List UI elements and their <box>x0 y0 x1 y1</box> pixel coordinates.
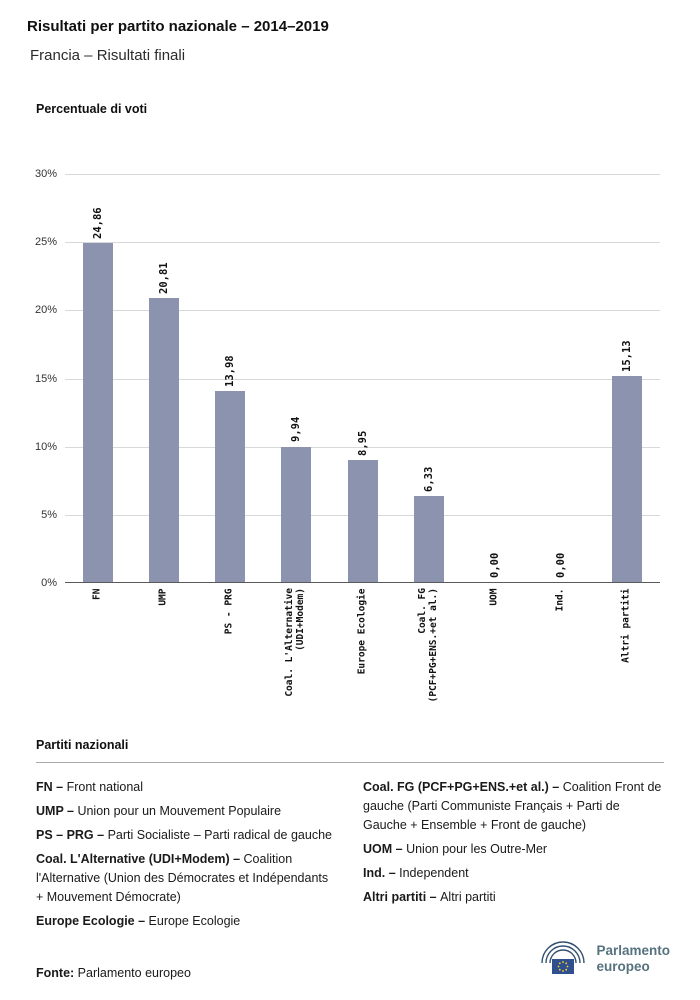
legend-item: UOM – Union pour les Outre-Mer <box>363 840 664 859</box>
legend-item: Europe Ecologie – Europe Ecologie <box>36 912 337 931</box>
bar-value-label: 6,33 <box>422 466 435 492</box>
x-axis-category-label: Altri partiti <box>620 588 632 663</box>
eu-flag <box>552 959 575 974</box>
legend-item: PS – PRG – Parti Socialiste – Parti radi… <box>36 826 337 845</box>
y-axis-tick-label: 5% <box>41 508 57 521</box>
legend-item: FN – Front national <box>36 778 337 797</box>
legend-item: Coal. L'Alternative (UDI+Modem) – Coalit… <box>36 850 337 907</box>
y-axis-tick-label: 25% <box>34 236 57 249</box>
legend-title: Partiti nazionali <box>36 738 664 763</box>
y-axis-tick-label: 10% <box>34 440 57 453</box>
legend-item-description: Front national <box>66 780 143 794</box>
bar-value-label: 15,13 <box>620 340 633 372</box>
x-axis-category-label: UMP <box>157 588 169 606</box>
bar-chart-plot-area: 0% 5% 10% 15% 20% 25% 30% 24,86 FN 20,81 UMP 13,98 P… <box>35 168 660 702</box>
bar-value-label: 0,00 <box>554 552 567 578</box>
bar-value-label: 13,98 <box>224 355 237 388</box>
legend-item-description: Union pour les Outre-Mer <box>406 842 548 856</box>
bar <box>281 446 312 582</box>
bar <box>413 495 444 582</box>
legend-item-abbreviation: Coal. L'Alternative (UDI+Modem) – <box>36 852 244 866</box>
bar <box>611 375 642 582</box>
bar <box>83 243 114 582</box>
gridline <box>65 242 660 244</box>
legend-item-description: Coalition l'Alternative (Union des Démoc… <box>36 852 329 904</box>
legend-column-left: FN – Front national UMP – Union pour un M… <box>36 778 337 936</box>
legend-item-description: Coalition Front de gauche (Parti Communi… <box>363 780 662 832</box>
x-axis-category-label: Coal. FG (PCF+PG+ENS.+et al.) <box>416 588 439 703</box>
legend-item: UMP – Union pour un Mouvement Populaire <box>36 802 337 821</box>
legend-item-abbreviation: UMP – <box>36 804 78 818</box>
ep-hemicycle-icon <box>541 941 586 974</box>
bar <box>149 298 180 582</box>
legend-item-description: Independent <box>399 866 469 880</box>
y-axis-tick-label: 30% <box>34 168 57 180</box>
y-axis-tick-label: 15% <box>34 372 57 385</box>
x-axis-category-label: Ind. <box>554 588 566 611</box>
source-text: Parlamento europeo <box>77 966 191 980</box>
y-axis-tick-label: 0% <box>41 577 57 589</box>
page-subtitle: Francia – Risultati finali <box>30 47 186 64</box>
bar-value-label: 8,95 <box>356 430 369 456</box>
page-title: Risultati per partito nazionale – 2014–2… <box>27 18 329 35</box>
legend-item-abbreviation: Europe Ecologie – <box>36 914 149 928</box>
bar-value-label: 24,86 <box>92 207 105 240</box>
legend-item: Altri partiti – Altri partiti <box>363 888 664 907</box>
source-note: Fonte: Parlamento europeo <box>36 966 191 980</box>
x-axis-category-label: Europe Ecologie <box>356 588 367 674</box>
legend-item-description: Union pour un Mouvement Populaire <box>77 804 282 818</box>
ep-logo-wordmark: Parlamento europeo <box>596 943 670 975</box>
x-axis-category-label: UOM <box>488 588 500 606</box>
bar <box>215 391 246 582</box>
x-axis-category-label: FN <box>91 588 103 600</box>
bar <box>347 459 378 582</box>
ep-logo-line2: europeo <box>596 959 650 974</box>
x-axis-category-label: PS - PRG <box>223 588 235 634</box>
legend-item-abbreviation: Coal. FG (PCF+PG+ENS.+et al.) – <box>363 780 563 794</box>
bar-value-label: 20,81 <box>158 262 171 295</box>
legend-item: Ind. – Independent <box>363 864 664 883</box>
legend-item-abbreviation: Ind. – <box>363 866 400 880</box>
gridline <box>65 446 660 448</box>
legend-item-abbreviation: PS – PRG – <box>36 828 108 842</box>
legend-item-abbreviation: FN – <box>36 780 67 794</box>
legend-item-description: Altri partiti <box>440 890 496 904</box>
gridline <box>65 174 660 175</box>
source-label: Fonte: <box>36 966 75 980</box>
y-axis-tick-label: 20% <box>34 304 57 317</box>
legend-column-right: Coal. FG (PCF+PG+ENS.+et al.) – Coalitio… <box>363 778 664 936</box>
european-parliament-logo: Parlamento europeo <box>539 936 670 982</box>
legend-item-abbreviation: Altri partiti – <box>363 890 441 904</box>
x-axis-category-label: Coal. L'Alternative (UDI+Modem) <box>284 588 307 697</box>
ep-logo-line1: Parlamento <box>596 943 670 959</box>
legend-item: Coal. FG (PCF+PG+ENS.+et al.) – Coalitio… <box>363 778 664 835</box>
legend-item-description: Parti Socialiste – Parti radical de gauc… <box>107 828 332 842</box>
gridline <box>65 310 660 312</box>
legend-item-abbreviation: UOM – <box>363 842 407 856</box>
bar-value-label: 9,94 <box>290 417 303 443</box>
gridline <box>65 378 660 380</box>
legend-item-description: Europe Ecologie <box>148 914 241 928</box>
legend-columns: FN – Front national UMP – Union pour un M… <box>36 778 664 936</box>
y-axis-title: Percentuale di voti <box>36 102 148 116</box>
party-legend-section: Partiti nazionali FN – Front national UMP… <box>36 738 664 936</box>
bar-value-label: 0,00 <box>488 552 501 578</box>
